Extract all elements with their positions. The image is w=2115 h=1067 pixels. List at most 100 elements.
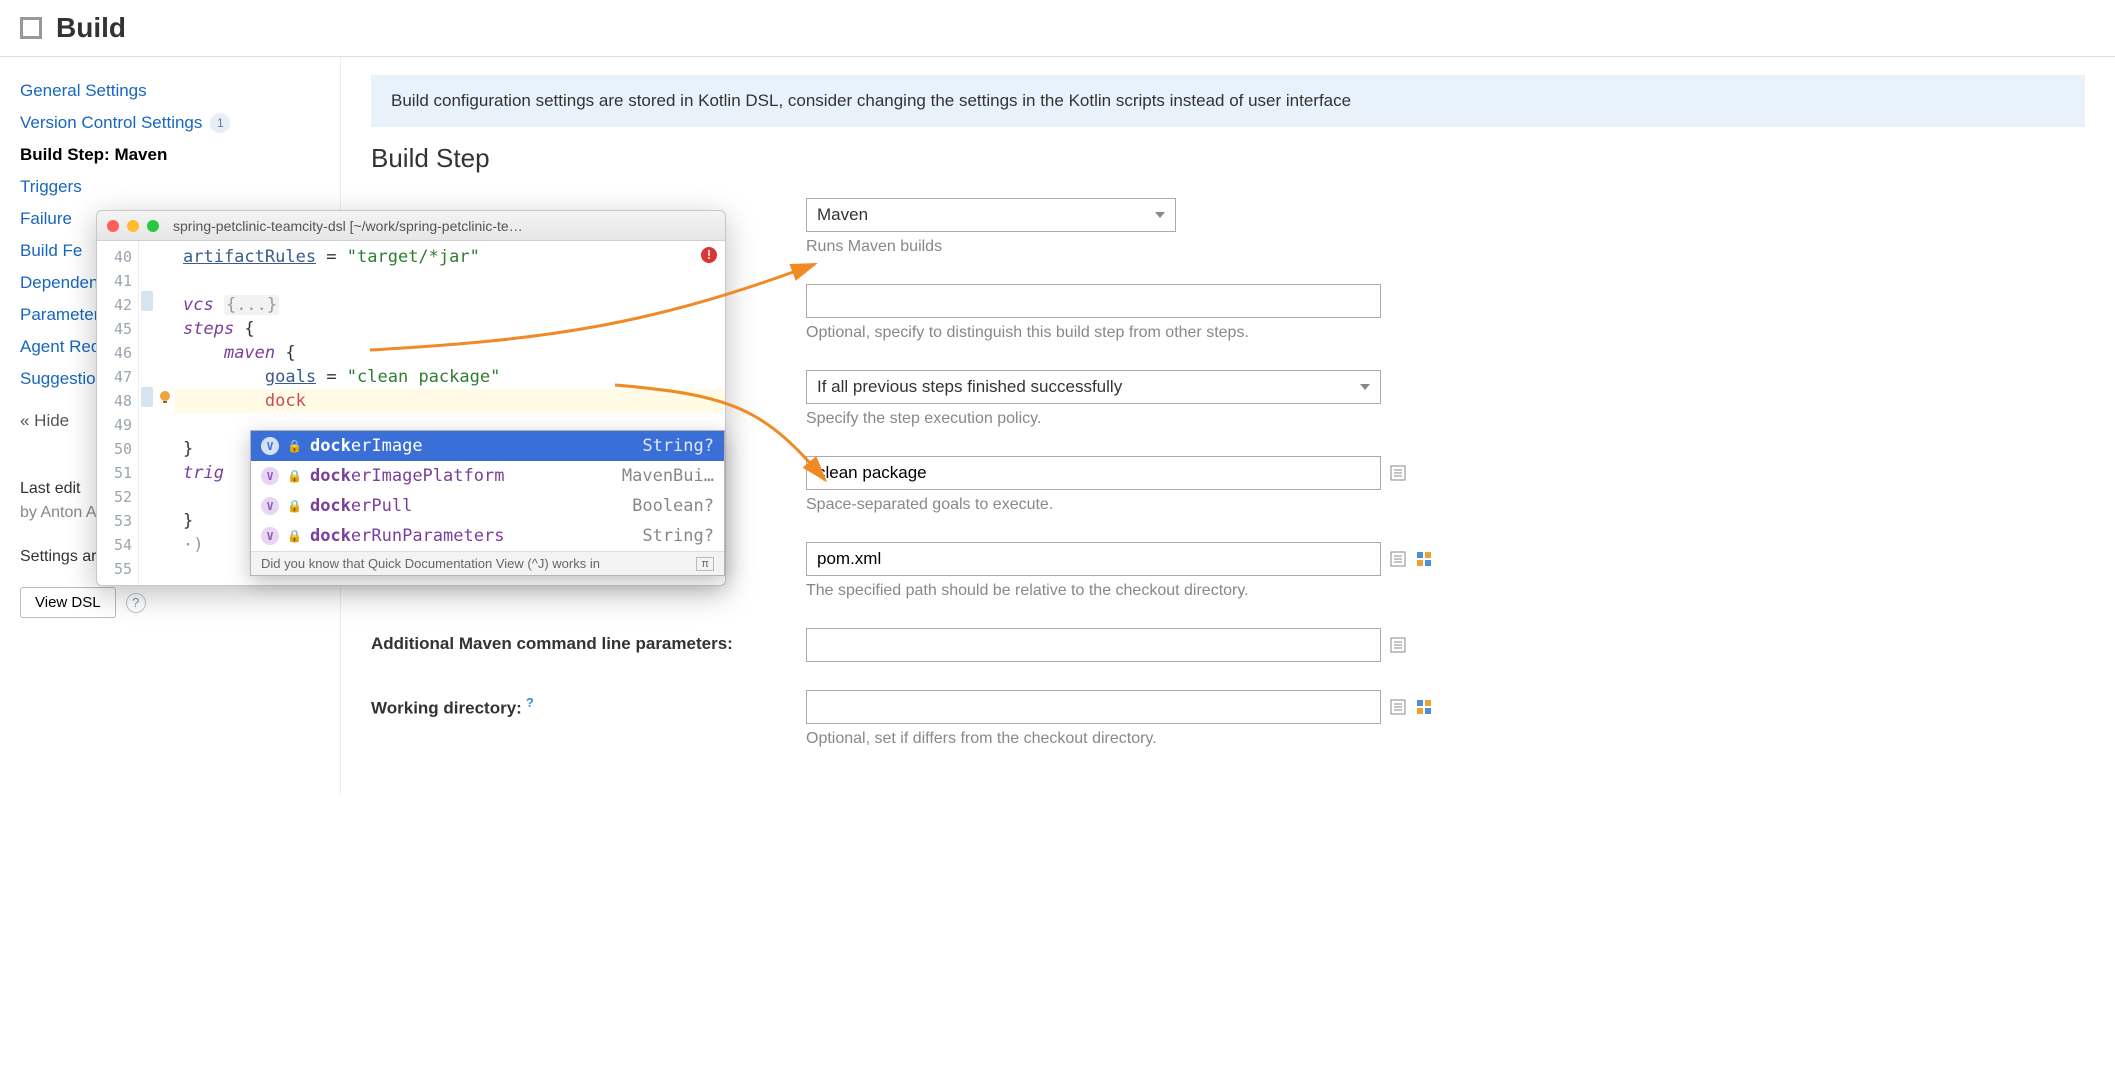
line-number: 51 bbox=[97, 461, 132, 485]
build-icon bbox=[20, 17, 42, 39]
code-token: { bbox=[285, 343, 295, 363]
code-token: } bbox=[183, 511, 193, 531]
annotation-gutter bbox=[155, 241, 175, 585]
by-prefix: by bbox=[20, 504, 40, 521]
autocomplete-item[interactable]: V🔒dockerImagePlatformMavenBui… bbox=[251, 461, 724, 491]
code-token: trig bbox=[183, 463, 224, 483]
vcs-count-badge: 1 bbox=[210, 113, 230, 133]
code-token: maven bbox=[224, 343, 285, 363]
line-number: 46 bbox=[97, 341, 132, 365]
line-number: 40 bbox=[97, 245, 132, 269]
expand-icon[interactable] bbox=[1389, 550, 1407, 568]
sidebar-item-label: Parameters bbox=[20, 305, 108, 325]
sidebar-item-label: General Settings bbox=[20, 81, 147, 101]
window-close-icon[interactable] bbox=[107, 220, 119, 232]
sidebar-item-label: Failure bbox=[20, 209, 72, 229]
variable-badge-icon: V bbox=[261, 497, 279, 515]
variable-badge-icon: V bbox=[261, 527, 279, 545]
autocomplete-item[interactable]: V 🔒 dockerRunParameters String? bbox=[251, 521, 724, 551]
expand-icon[interactable] bbox=[1389, 464, 1407, 482]
window-minimize-icon[interactable] bbox=[127, 220, 139, 232]
workdir-input[interactable] bbox=[806, 690, 1381, 724]
code-token: dock bbox=[265, 391, 306, 411]
completion-type: String? bbox=[642, 526, 714, 546]
completion-name: dockerRunParameters bbox=[310, 526, 504, 546]
expand-icon[interactable] bbox=[1389, 698, 1407, 716]
fold-marker[interactable] bbox=[141, 291, 153, 311]
autocomplete-item[interactable]: V 🔒 dockerPull Boolean? bbox=[251, 491, 724, 521]
workdir-hint: Optional, set if differs from the checko… bbox=[806, 730, 2085, 748]
runner-hint: Runs Maven builds bbox=[806, 238, 2085, 256]
fold-gutter bbox=[139, 241, 155, 585]
goals-hint: Space-separated goals to execute. bbox=[806, 496, 2085, 514]
line-number: 42 bbox=[97, 293, 132, 317]
code-token: "target/*jar" bbox=[347, 247, 480, 267]
window-zoom-icon[interactable] bbox=[147, 220, 159, 232]
runner-label bbox=[371, 198, 806, 202]
line-number: 49 bbox=[97, 413, 132, 437]
code-token: vcs bbox=[183, 295, 224, 315]
view-dsl-button[interactable]: View DSL bbox=[20, 587, 116, 618]
stepname-input[interactable] bbox=[806, 284, 1381, 318]
tree-picker-icon[interactable] bbox=[1415, 550, 1433, 568]
sidebar-item-build-step[interactable]: Build Step: Maven bbox=[20, 139, 320, 171]
lock-icon: 🔒 bbox=[287, 439, 302, 453]
folded-block[interactable]: {...} bbox=[224, 295, 279, 315]
pom-hint: The specified path should be relative to… bbox=[806, 582, 2085, 600]
sidebar-item-label: Build Fe bbox=[20, 241, 82, 261]
last-edit-label: Last edit bbox=[20, 480, 80, 497]
autocomplete-popup: V🔒dockerImageString?V🔒dockerImagePlatfor… bbox=[250, 430, 725, 576]
help-icon[interactable]: ? bbox=[126, 593, 146, 613]
hide-label: « Hide bbox=[20, 411, 69, 431]
execpolicy-hint: Specify the step execution policy. bbox=[806, 410, 2085, 428]
line-number: 48 bbox=[97, 389, 132, 413]
completion-type: MavenBui… bbox=[622, 466, 714, 486]
sidebar-item-label: Version Control Settings bbox=[20, 113, 202, 133]
completion-type: Boolean? bbox=[632, 496, 714, 516]
mavenargs-input[interactable] bbox=[806, 628, 1381, 662]
execpolicy-value: If all previous steps finished successfu… bbox=[817, 377, 1122, 397]
expand-icon[interactable] bbox=[1389, 636, 1407, 654]
autocomplete-item[interactable]: V🔒dockerImageString? bbox=[251, 431, 724, 461]
execpolicy-select[interactable]: If all previous steps finished successfu… bbox=[806, 370, 1381, 404]
pi-icon: π bbox=[696, 557, 714, 571]
sidebar-item-label: Build Step: Maven bbox=[20, 145, 167, 165]
error-indicator-icon[interactable]: ! bbox=[701, 247, 717, 263]
help-icon[interactable]: ? bbox=[526, 695, 534, 710]
code-token: goals bbox=[265, 367, 316, 387]
sidebar-item-triggers[interactable]: Triggers bbox=[20, 171, 320, 203]
lock-icon: 🔒 bbox=[287, 499, 302, 513]
tree-picker-icon[interactable] bbox=[1415, 698, 1433, 716]
code-token: } bbox=[183, 439, 193, 459]
mavenargs-label: Additional Maven command line parameters… bbox=[371, 628, 806, 656]
workdir-label: Working directory:? bbox=[371, 690, 806, 720]
completion-type: String? bbox=[642, 436, 714, 456]
runner-value: Maven bbox=[817, 205, 868, 225]
line-number: 54 bbox=[97, 533, 132, 557]
line-number: 52 bbox=[97, 485, 132, 509]
pom-input[interactable] bbox=[806, 542, 1381, 576]
code-token: = bbox=[316, 247, 347, 267]
chevron-down-icon bbox=[1155, 212, 1165, 218]
runner-select[interactable]: Maven bbox=[806, 198, 1176, 232]
completion-name: dockerPull bbox=[310, 496, 412, 516]
variable-badge-icon: V bbox=[261, 437, 279, 455]
line-number: 45 bbox=[97, 317, 132, 341]
dsl-info-banner: Build configuration settings are stored … bbox=[371, 75, 2085, 127]
chevron-down-icon bbox=[1360, 384, 1370, 390]
line-number: 50 bbox=[97, 437, 132, 461]
sidebar-item-vcs[interactable]: Version Control Settings 1 bbox=[20, 107, 320, 139]
ide-titlebar[interactable]: spring-petclinic-teamcity-dsl [~/work/sp… bbox=[97, 211, 725, 241]
sidebar-item-general[interactable]: General Settings bbox=[20, 75, 320, 107]
line-number: 47 bbox=[97, 365, 132, 389]
line-number: 53 bbox=[97, 509, 132, 533]
page-header: Build bbox=[0, 0, 2115, 57]
goals-input[interactable] bbox=[806, 456, 1381, 490]
sidebar-item-label: Triggers bbox=[20, 177, 82, 197]
page-title: Build bbox=[56, 12, 126, 44]
autocomplete-hint: Did you know that Quick Documentation Vi… bbox=[261, 556, 600, 571]
fold-marker[interactable] bbox=[141, 387, 153, 407]
intention-bulb-icon[interactable] bbox=[155, 385, 175, 409]
lock-icon: 🔒 bbox=[287, 469, 302, 483]
lock-icon: 🔒 bbox=[287, 529, 302, 543]
